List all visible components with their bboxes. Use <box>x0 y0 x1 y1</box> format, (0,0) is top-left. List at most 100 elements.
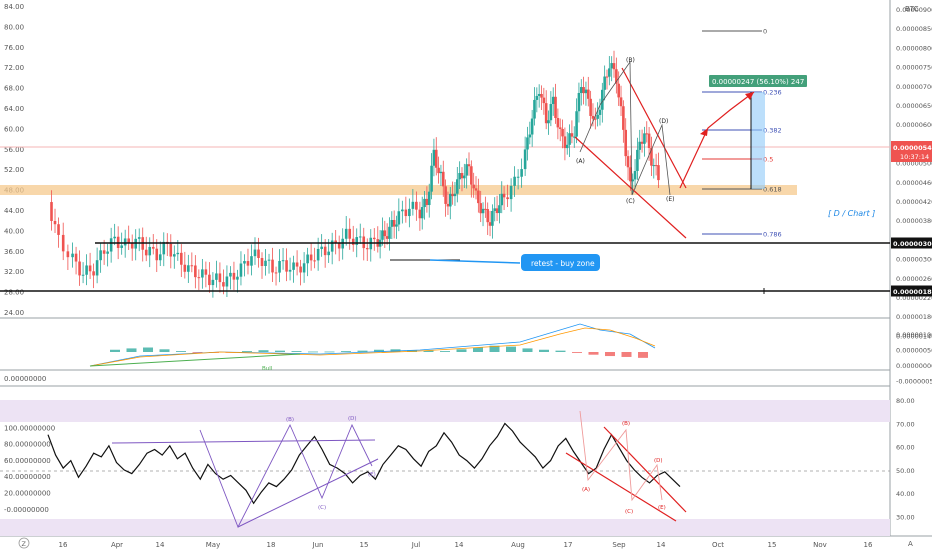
rsi-right-tick: 40.00 <box>896 490 915 498</box>
candle <box>516 176 520 178</box>
candle <box>323 246 327 256</box>
candle <box>526 137 529 150</box>
wedge-upper <box>621 67 687 189</box>
candle <box>71 253 74 258</box>
macd-pane[interactable]: Bull <box>89 323 656 372</box>
wave-label: (A) <box>576 158 585 165</box>
right-tick-label: 0.00000180 <box>896 313 932 321</box>
time-axis-label: 17 <box>564 541 573 549</box>
candle <box>385 236 389 239</box>
retest-pointer <box>429 259 521 264</box>
candle <box>594 118 597 120</box>
candle <box>650 147 653 166</box>
right-tick-label: 0.00000700 <box>896 83 932 91</box>
retest-callout-bg <box>521 254 600 271</box>
rsi-wave-right <box>579 410 663 502</box>
rsi-right-tick: 70.00 <box>896 420 915 428</box>
candle <box>603 76 606 90</box>
candle <box>423 198 426 208</box>
candle <box>479 203 482 214</box>
right-tick-label: 0.00000300 <box>896 256 932 264</box>
right-tick-label: 0.00000500 <box>896 160 932 168</box>
right-tick-label: 0.00000900 <box>896 6 932 14</box>
macd-bar <box>473 347 483 352</box>
time-axis-label: 15 <box>360 541 369 549</box>
candle <box>92 271 95 276</box>
target-label: 0.00000247 (56.10%) 247 <box>712 78 804 86</box>
macd-bar <box>572 352 582 353</box>
candle <box>451 193 454 197</box>
candle <box>211 279 215 286</box>
candle <box>334 240 337 244</box>
fib-label: 0.236 <box>763 89 782 97</box>
candle <box>127 238 130 244</box>
candle <box>652 165 656 167</box>
macd-bar <box>159 349 170 352</box>
right-tick-label: 0.00000850 <box>896 25 932 33</box>
macd-bar <box>143 347 153 352</box>
macd-bar <box>605 352 615 357</box>
left-tick-label: 76.00 <box>4 44 24 52</box>
time-axis-label: 14 <box>657 541 666 549</box>
rsi-wave-label: (C) <box>625 509 633 515</box>
candle <box>506 197 509 200</box>
rsi-right-tick: 50.00 <box>896 467 915 475</box>
candle <box>180 252 183 265</box>
tv-logo-text: Z <box>22 540 27 548</box>
rsi-left-tick: 60.00000000 <box>4 457 51 465</box>
candle <box>463 175 466 179</box>
price-pane[interactable] <box>0 50 890 298</box>
candle <box>645 133 649 135</box>
left-tick-label: 64.00 <box>4 105 24 113</box>
candle <box>78 261 81 276</box>
macd-tick-label: 0.00000100 <box>896 331 932 339</box>
lower-level-label: 0.00000186 <box>893 288 932 296</box>
candle <box>320 246 323 249</box>
candle <box>638 141 642 150</box>
candle <box>95 260 99 276</box>
time-axis-label: Oct <box>712 541 724 549</box>
candle <box>190 265 194 267</box>
candle <box>415 201 418 210</box>
lower-level-label-bg <box>891 285 932 297</box>
macd-bar <box>423 350 434 352</box>
candle <box>624 129 628 157</box>
candle <box>629 167 632 182</box>
rsi-right-tick: 60.00 <box>896 444 915 452</box>
candle <box>61 234 65 252</box>
candle <box>278 260 281 273</box>
candle <box>285 260 288 272</box>
macd-bar <box>357 350 368 352</box>
rsi-pane[interactable] <box>0 400 890 536</box>
candle <box>408 208 411 217</box>
macd-bar <box>539 349 549 352</box>
candle <box>586 89 590 99</box>
candle <box>383 230 387 237</box>
price-badge-countdown: 10:37:14 <box>900 153 929 161</box>
price-badge-bg <box>891 141 932 162</box>
candle <box>481 208 485 214</box>
candle <box>601 89 604 110</box>
candle <box>467 164 471 167</box>
macd-bar <box>258 350 269 352</box>
macd-bar <box>341 351 351 352</box>
candle <box>643 133 646 144</box>
macd-bar <box>374 349 384 352</box>
rsi-wave-label: (A) <box>582 487 590 493</box>
right-tick-label: 0.00000800 <box>896 44 932 52</box>
candle <box>130 243 134 249</box>
time-axis-label: 14 <box>156 541 165 549</box>
candle <box>472 184 475 189</box>
upper-level-label: 0.00000307 <box>893 240 932 248</box>
macd-bar <box>324 351 335 353</box>
candle <box>365 248 369 250</box>
wave-path <box>579 60 671 196</box>
left-tick-label: 32.00 <box>4 268 24 276</box>
candle <box>520 169 523 177</box>
candle <box>50 202 53 221</box>
candle <box>542 97 546 104</box>
macd-bar <box>291 351 302 352</box>
wave-label: (D) <box>659 118 668 125</box>
